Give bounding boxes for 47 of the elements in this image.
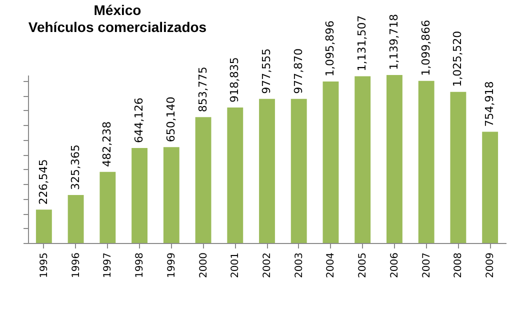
data-label: 977,555 — [260, 48, 273, 94]
bar — [386, 75, 402, 243]
x-tick-label: 1997 — [102, 252, 114, 278]
data-label: 644,126 — [132, 98, 146, 144]
bar — [68, 195, 84, 243]
data-label: 977,870 — [292, 48, 305, 94]
data-label: 918,835 — [228, 57, 242, 103]
data-label: 853,775 — [196, 66, 210, 112]
chart-title: México — [94, 2, 142, 18]
x-tick-label: 1996 — [70, 252, 82, 278]
bar — [227, 108, 244, 243]
data-label: 226,545 — [36, 159, 50, 205]
x-tick-label: 2005 — [358, 252, 369, 278]
x-tick-label: 2006 — [389, 252, 400, 278]
bar — [195, 117, 212, 243]
bar — [163, 147, 180, 243]
x-tick-label: 2009 — [485, 252, 496, 278]
bar — [290, 98, 307, 243]
x-tick-label: 1998 — [134, 252, 146, 278]
bar — [322, 81, 339, 243]
data-label: 1,025,520 — [451, 30, 464, 87]
x-tick-label: 2004 — [326, 252, 337, 278]
bar — [354, 76, 371, 243]
x-tick-label: 2007 — [421, 252, 432, 278]
data-label: 1,139,718 — [387, 14, 400, 70]
bar — [259, 98, 275, 243]
bar — [450, 92, 466, 243]
data-label: 325,365 — [68, 144, 82, 190]
x-tick-label: 2000 — [198, 252, 210, 278]
data-label: 754,918 — [483, 81, 496, 127]
data-label: 1,131,507 — [356, 15, 369, 72]
data-label: 1,099,866 — [419, 20, 432, 76]
data-label: 482,238 — [100, 121, 114, 167]
bar — [132, 148, 148, 243]
bar — [36, 210, 52, 243]
bar — [418, 80, 434, 243]
data-label: 650,140 — [164, 96, 178, 142]
chart-subtitle: Vehículos comercializados — [28, 19, 207, 35]
bar — [100, 172, 116, 243]
bar — [482, 132, 498, 243]
x-tick-label: 2002 — [262, 252, 273, 278]
data-label: 1,095,896 — [324, 20, 337, 76]
x-tick-label: 2001 — [230, 252, 242, 278]
x-tick-label: 1999 — [166, 252, 178, 278]
x-tick-label: 2003 — [294, 252, 305, 278]
x-tick-label: 1995 — [38, 252, 50, 278]
x-tick-label: 2008 — [453, 252, 464, 278]
